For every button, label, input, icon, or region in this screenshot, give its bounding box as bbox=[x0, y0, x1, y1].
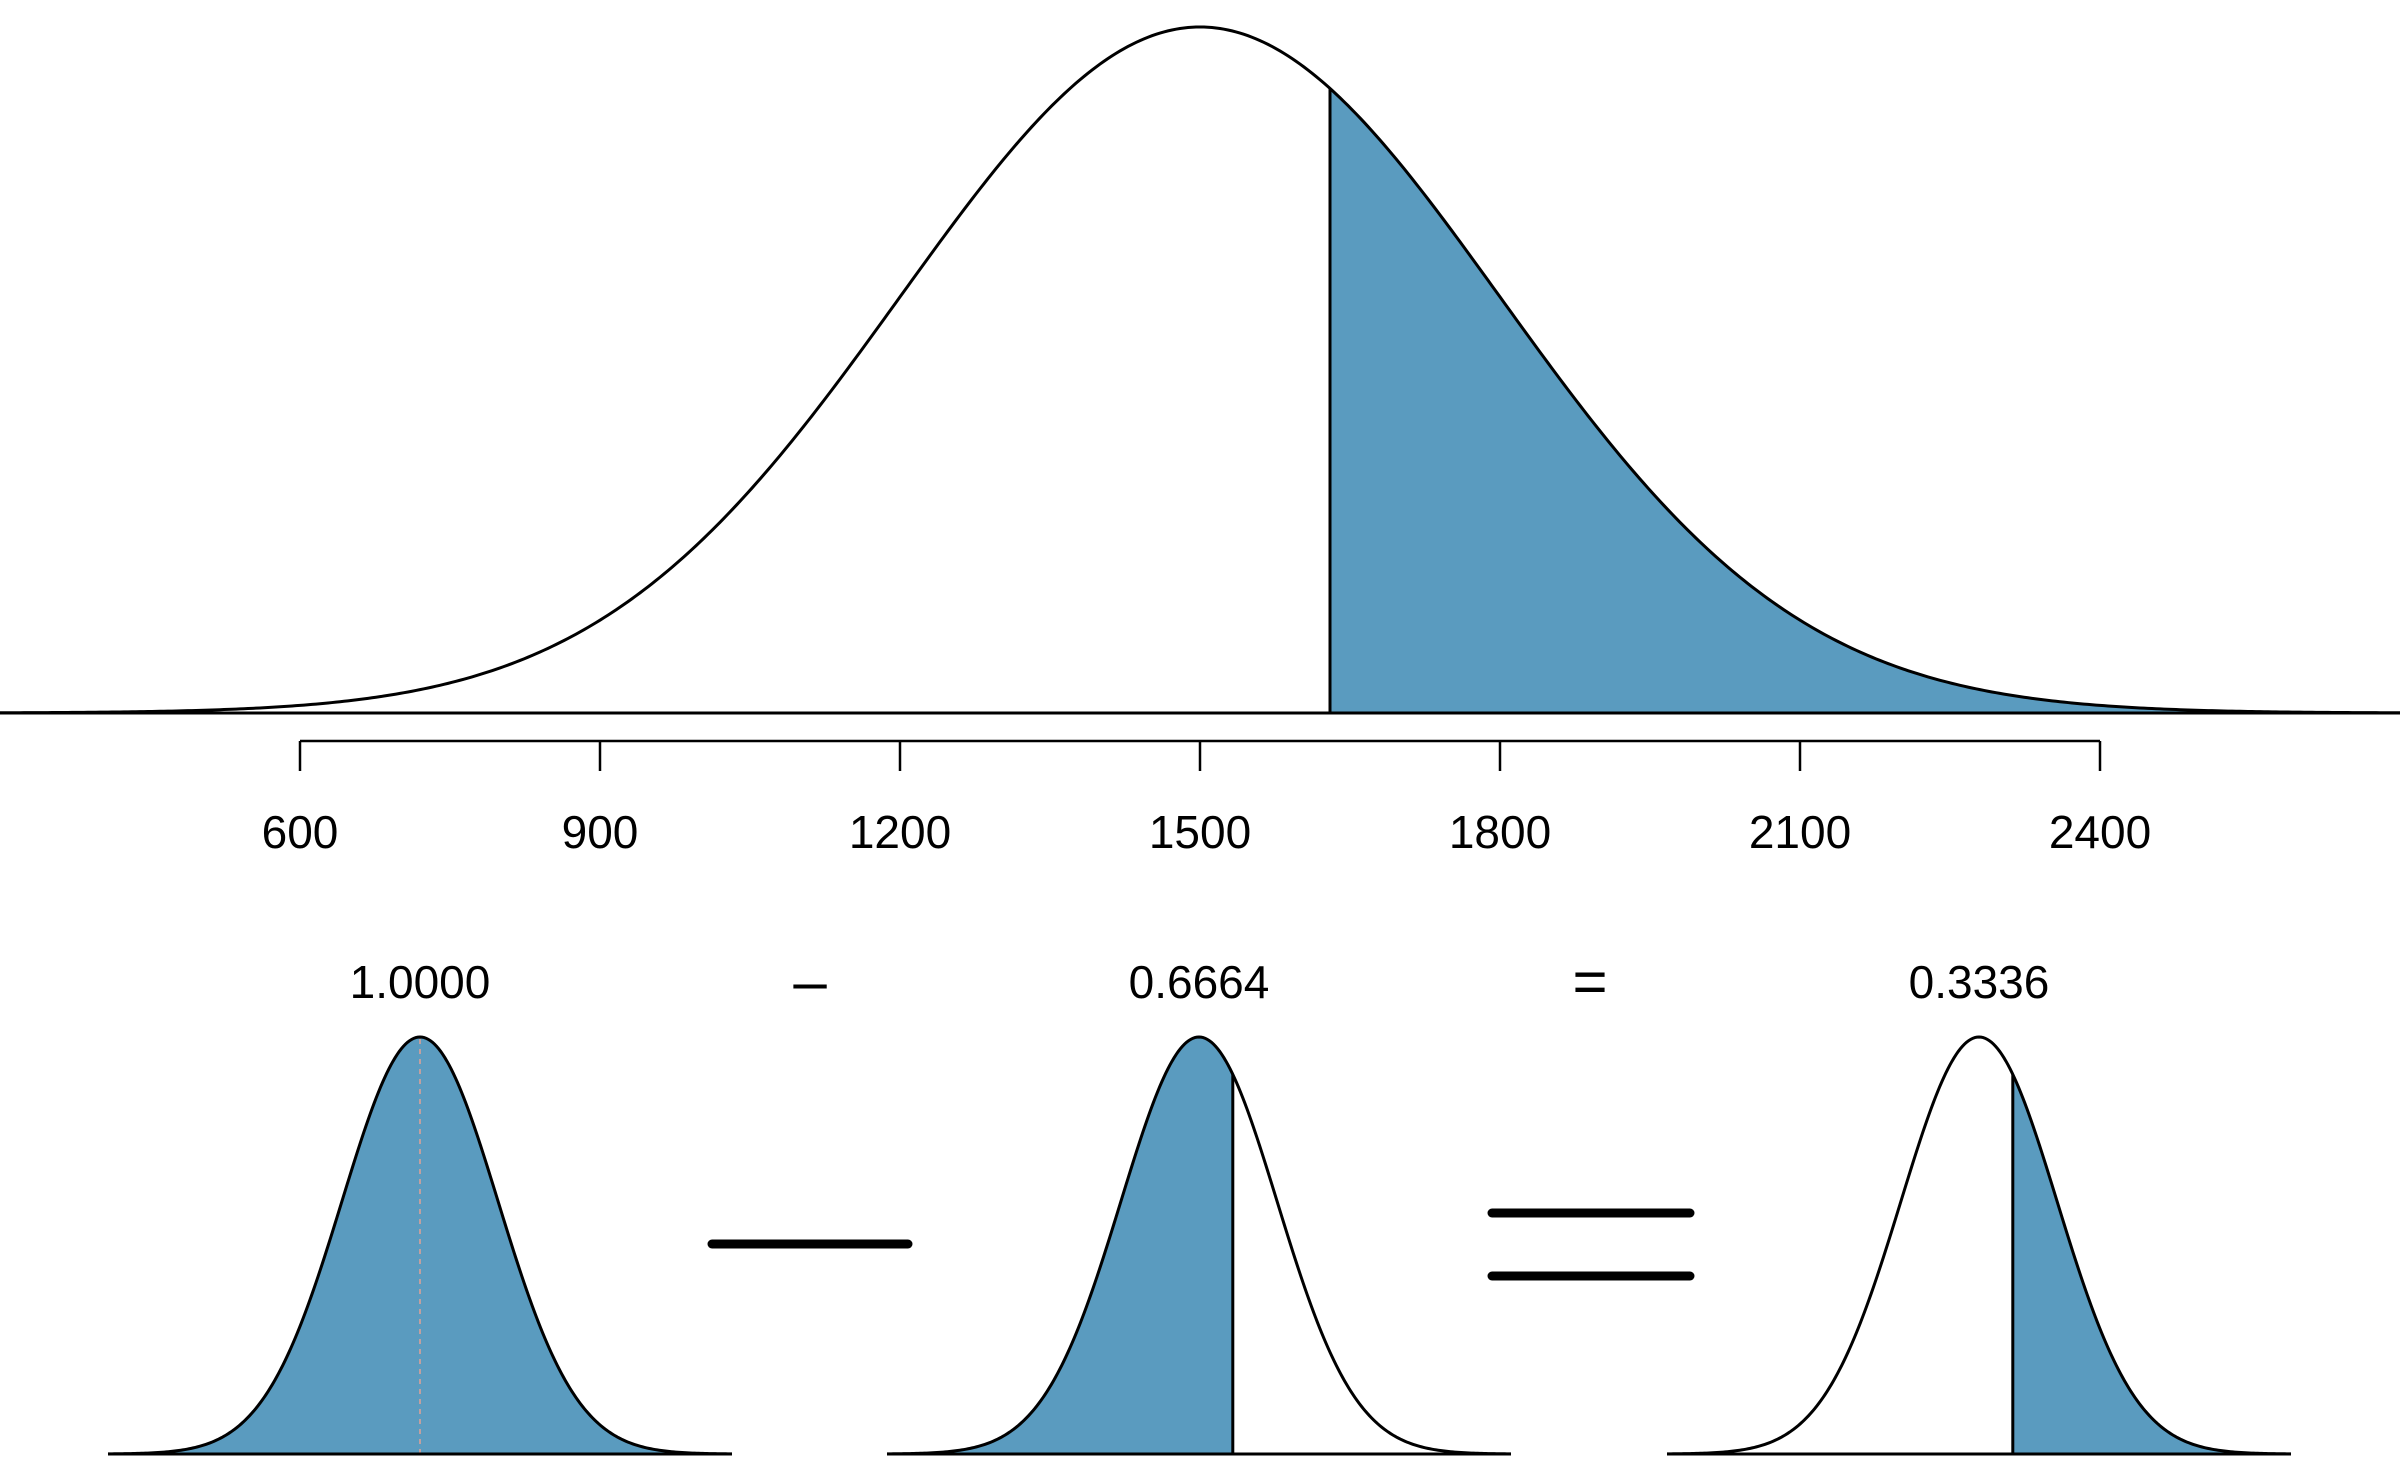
small-curve-lower-outline bbox=[886, 1035, 1512, 1456]
small-curve-total-fill bbox=[108, 1037, 732, 1454]
prob-label-upper: 0.3336 bbox=[1909, 956, 2050, 1008]
small-curve-total-outline bbox=[107, 1035, 733, 1456]
x-axis-tick-label: 600 bbox=[262, 806, 339, 858]
x-axis: 600 900 1200 1500 1800 2100 2400 bbox=[262, 739, 2151, 858]
main-normal-curve-plot bbox=[0, 25, 2400, 715]
small-curve-upper-outline bbox=[1666, 1035, 2292, 1456]
normal-density-curve bbox=[0, 25, 2400, 715]
x-axis-tick-label: 2400 bbox=[2049, 806, 2151, 858]
equals-sign-label: = bbox=[1572, 948, 1607, 1015]
x-axis-tick-label: 1200 bbox=[849, 806, 951, 858]
x-axis-tick-label: 900 bbox=[562, 806, 639, 858]
small-curve-total: 1.0000 bbox=[107, 956, 733, 1456]
shaded-upper-tail-area bbox=[1330, 88, 2400, 714]
x-axis-tick-label: 1500 bbox=[1149, 806, 1251, 858]
prob-label-lower: 0.6664 bbox=[1129, 956, 1270, 1008]
small-curve-lower: 0.6664 bbox=[886, 956, 1512, 1456]
minus-sign-label: – bbox=[793, 948, 827, 1015]
prob-label-total: 1.0000 bbox=[350, 956, 491, 1008]
small-curve-lower-fill bbox=[887, 1037, 1233, 1454]
x-axis-tick-label: 2100 bbox=[1749, 806, 1851, 858]
small-curve-upper-fill bbox=[2012, 1074, 2291, 1454]
small-curve-upper: 0.3336 bbox=[1666, 956, 2292, 1456]
x-axis-tick-label: 1800 bbox=[1449, 806, 1551, 858]
